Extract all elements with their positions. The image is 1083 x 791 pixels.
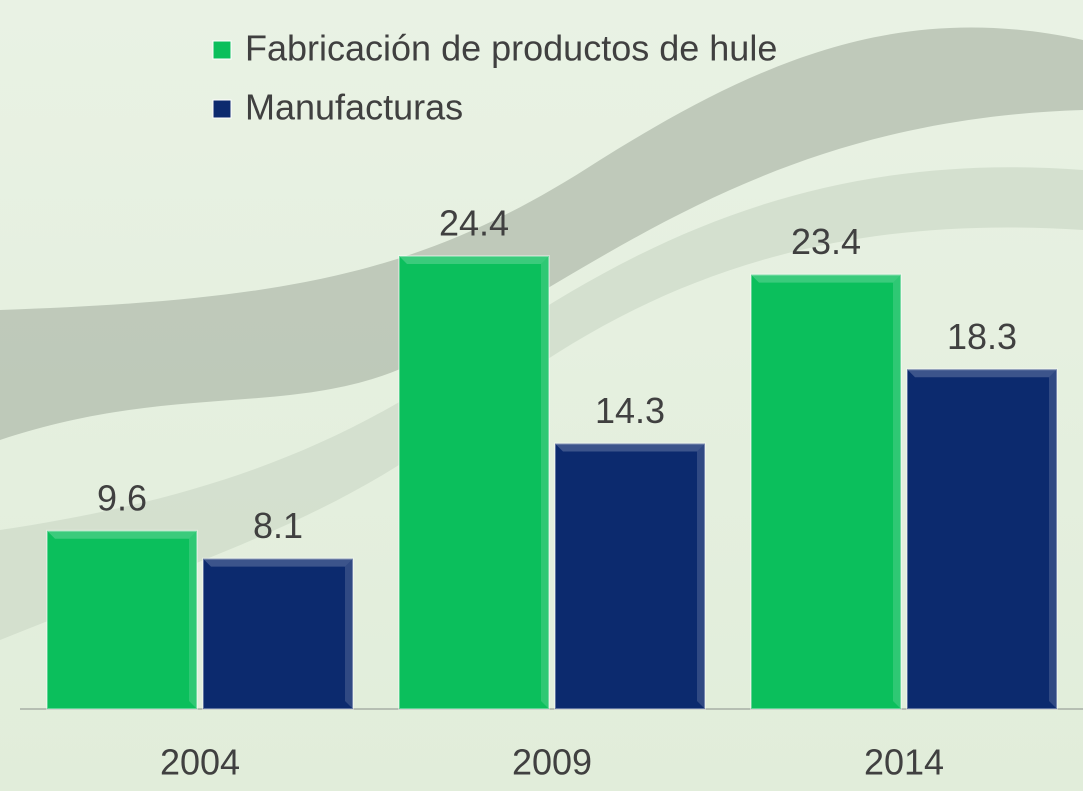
legend-label: Fabricación de productos de hule: [245, 28, 777, 69]
bar-bevel: [893, 274, 901, 709]
bar-bevel: [1049, 369, 1057, 709]
value-label: 8.1: [253, 505, 303, 546]
bar-bevel: [345, 558, 353, 709]
bar: [750, 273, 902, 710]
bar-bevel: [47, 530, 197, 539]
legend-marker: [212, 99, 232, 119]
value-label: 24.4: [439, 203, 509, 244]
bar: [202, 557, 354, 710]
bar-bevel: [189, 530, 197, 709]
bar-bevel: [541, 256, 549, 709]
bar: [398, 255, 550, 710]
bar-bevel: [751, 274, 901, 283]
wave-decoration: [0, 27, 1083, 440]
value-label: 18.3: [947, 316, 1017, 357]
legend-marker: [212, 40, 232, 60]
bar-bevel: [555, 443, 705, 452]
bar-bevel: [697, 443, 705, 709]
bar-bevel: [399, 256, 549, 264]
value-label: 14.3: [595, 390, 665, 431]
x-tick-label: 2009: [512, 742, 592, 783]
x-tick-label: 2004: [160, 742, 240, 783]
bar-bevel: [907, 369, 1057, 378]
legend-label: Manufacturas: [245, 87, 463, 128]
bar: [46, 529, 198, 711]
value-label: 9.6: [97, 477, 147, 518]
bar: [554, 442, 706, 710]
bar: [906, 368, 1058, 710]
value-label: 23.4: [791, 221, 861, 262]
x-tick-label: 2014: [864, 742, 944, 783]
bar-bevel: [203, 558, 353, 567]
wave-decoration: [0, 167, 1083, 640]
